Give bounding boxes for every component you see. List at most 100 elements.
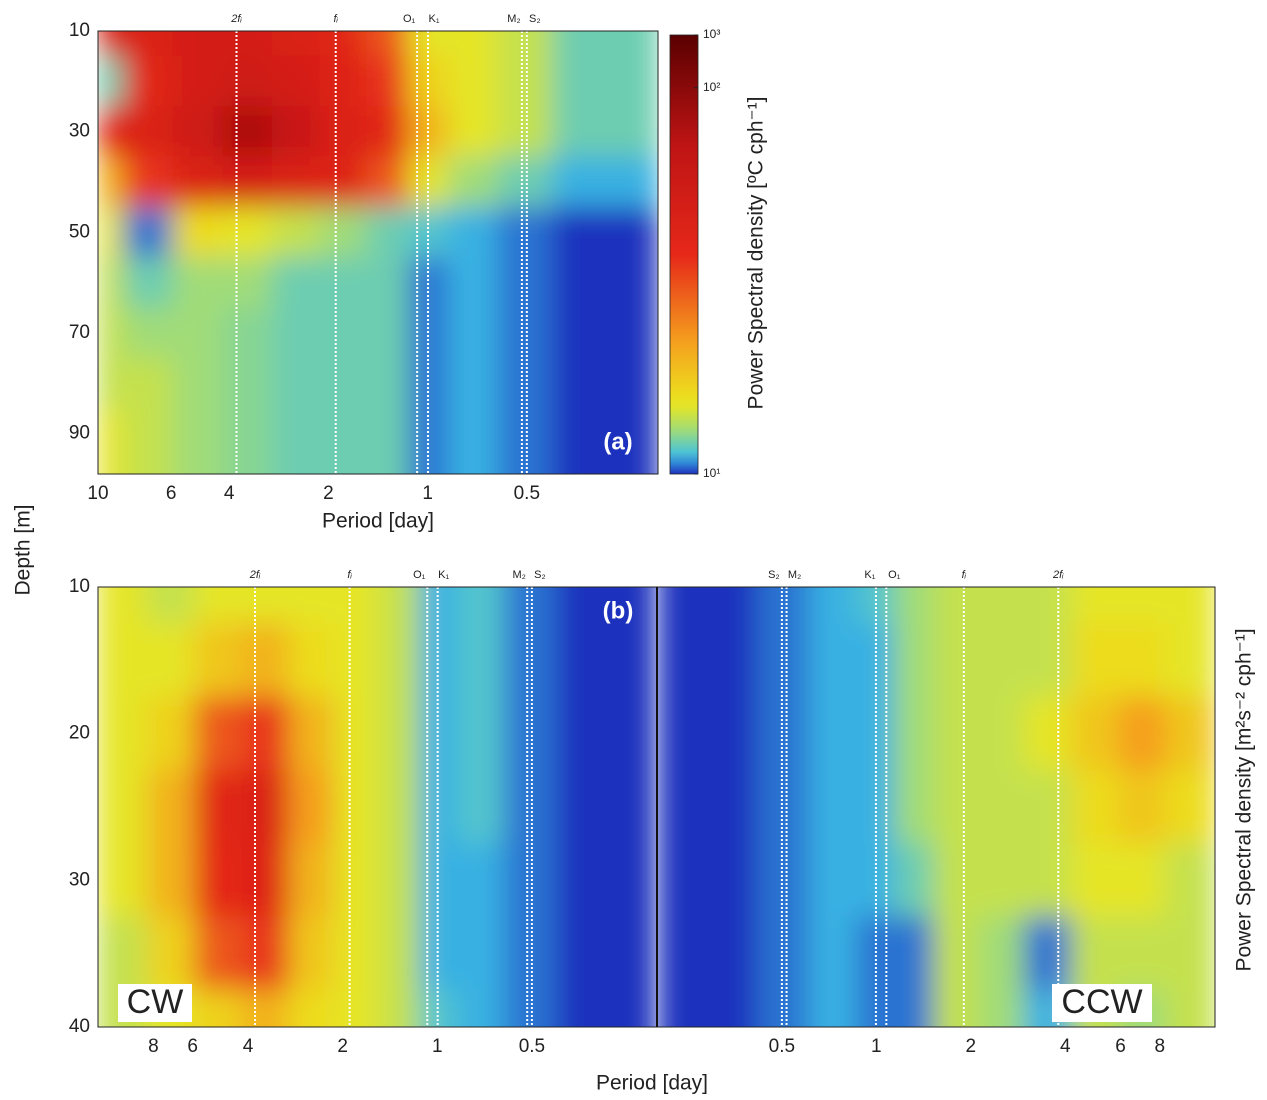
heat-cell [98, 307, 125, 358]
heat-cell [757, 843, 810, 917]
heat-cell [173, 257, 224, 308]
marker-label: O₁ [888, 569, 901, 581]
x-tick-label: 10 [87, 483, 108, 504]
heat-cell [657, 917, 711, 991]
x-tick-label: 1 [871, 1036, 882, 1057]
heat-cell [894, 843, 935, 917]
heat-cell [272, 0, 321, 57]
heat-cell [603, 770, 657, 844]
x-tick-label: 1 [432, 1036, 443, 1057]
y-tick-label: 20 [69, 723, 90, 744]
heat-cell [194, 843, 242, 917]
heat-cell [379, 990, 420, 1068]
marker-label: O₁ [413, 569, 426, 581]
heat-cell [241, 697, 289, 771]
heat-cell [710, 697, 758, 771]
heat-cell [1118, 843, 1166, 917]
marker-label: K₁ [429, 13, 440, 25]
heat-cell [98, 843, 148, 917]
heat-cell [98, 106, 125, 157]
heat-cell [1024, 547, 1072, 625]
heat-cell [334, 843, 380, 917]
heat-cell [657, 547, 711, 625]
marker-label: O₁ [403, 13, 416, 25]
heat-cell [497, 106, 553, 157]
heat-cell [222, 106, 273, 157]
heat-cell [456, 770, 504, 844]
heat-cell [456, 697, 504, 771]
heat-cell [504, 843, 557, 917]
heat-cell [272, 106, 321, 157]
heat-cell [272, 56, 321, 107]
colorbar-label: Power Spectral density [ºC cph⁻¹] [745, 97, 768, 410]
heat-cell [504, 623, 557, 697]
heat-cell [552, 307, 603, 358]
heat-cell [241, 623, 289, 697]
heat-cell [934, 623, 980, 697]
heat-cell [504, 917, 557, 991]
heat-cell [123, 257, 174, 308]
heat-cell [272, 207, 321, 258]
heat-cell [222, 307, 273, 358]
y-tick-label: 70 [69, 322, 90, 343]
heat-cell [504, 697, 557, 771]
x-tick-label: 8 [148, 1036, 159, 1057]
heat-cell [456, 623, 504, 697]
y-tick-label: 30 [69, 869, 90, 890]
heat-cell [366, 106, 409, 157]
heat-cell [601, 0, 658, 57]
marker-label: S₂ [529, 13, 541, 25]
heat-cell [366, 207, 409, 258]
y-tick-label: 30 [69, 121, 90, 142]
heat-cell [1071, 547, 1119, 625]
heat-cell [379, 547, 420, 625]
heat-cell [657, 770, 711, 844]
heat-cell [1024, 770, 1072, 844]
heat-cell [147, 770, 195, 844]
colorbar [670, 35, 698, 474]
x-tick-label: 4 [243, 1036, 254, 1057]
x-tick-label: 2 [323, 483, 334, 504]
heat-cell [556, 547, 604, 625]
heat-cell [147, 697, 195, 771]
heat-cell [123, 307, 174, 358]
x-axis-label: Period [day] [322, 510, 434, 533]
heat-cell [556, 917, 604, 991]
heat-cell [366, 358, 409, 409]
heat-cell [978, 843, 1024, 917]
marker-label: K₁ [438, 569, 449, 581]
heat-cell [123, 207, 174, 258]
heat-cell [241, 917, 289, 991]
heat-cell [123, 358, 174, 409]
heat-cell [456, 843, 504, 917]
heat-cell [319, 257, 367, 308]
heat-cell [147, 623, 195, 697]
heat-cell [710, 990, 758, 1068]
heat-cell [334, 770, 380, 844]
marker-label: M₂ [512, 569, 525, 581]
heat-cell [379, 917, 420, 991]
heat-cell [272, 307, 321, 358]
heat-cell [98, 0, 125, 57]
heat-cell [448, 207, 499, 258]
heat-cell [123, 56, 174, 107]
x-tick-label: 6 [1115, 1036, 1126, 1057]
heat-cell [556, 843, 604, 917]
heat-cell [552, 156, 603, 207]
heat-cell [379, 770, 420, 844]
heat-cell [319, 207, 367, 258]
heat-cell [448, 257, 499, 308]
heat-cell [173, 207, 224, 258]
heat-cell [366, 156, 409, 207]
heat-cell [98, 770, 148, 844]
heat-cell [448, 408, 499, 514]
heat-cell [289, 990, 335, 1068]
heat-cell [173, 56, 224, 107]
heat-cell [504, 770, 557, 844]
marker-label: fᵢ [347, 569, 352, 581]
heat-cell [809, 917, 857, 991]
x-tick-label: 0.5 [514, 483, 540, 504]
heat-cell [123, 106, 174, 157]
heat-cell [194, 697, 242, 771]
heat-cell [222, 358, 273, 409]
